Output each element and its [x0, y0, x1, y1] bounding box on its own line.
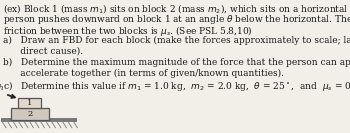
Text: 1: 1 — [27, 99, 33, 107]
Text: c)   Determine this value if $m_1$ = 1.0 kg,  $m_2$ = 2.0 kg,  $\theta$ = 25$^\c: c) Determine this value if $m_1$ = 1.0 k… — [3, 79, 350, 93]
Text: accelerate together (in terms of given/known quantities).: accelerate together (in terms of given/k… — [3, 68, 284, 78]
Text: friction between the two blocks is $\mu_s$. (See PSL 5.8,10): friction between the two blocks is $\mu_… — [3, 24, 253, 38]
Text: b)   Determine the maximum magnitude of the force that the person can apply so t: b) Determine the maximum magnitude of th… — [3, 58, 350, 67]
Text: push: push — [0, 84, 4, 92]
Bar — [10, 108, 49, 120]
Bar — [18, 98, 41, 108]
Text: 2: 2 — [27, 110, 32, 118]
Text: (ex) Block 1 (mass $m_1$) sits on block 2 (mass $m_2$), which sits on a horizont: (ex) Block 1 (mass $m_1$) sits on block … — [3, 2, 350, 15]
Text: a)   Draw an FBD for each block (make the forces approximately to scale; label e: a) Draw an FBD for each block (make the … — [3, 36, 350, 45]
Text: direct cause).: direct cause). — [3, 47, 83, 56]
Text: person pushes downward on block 1 at an angle $\theta$ below the horizontal. The: person pushes downward on block 1 at an … — [3, 13, 350, 26]
